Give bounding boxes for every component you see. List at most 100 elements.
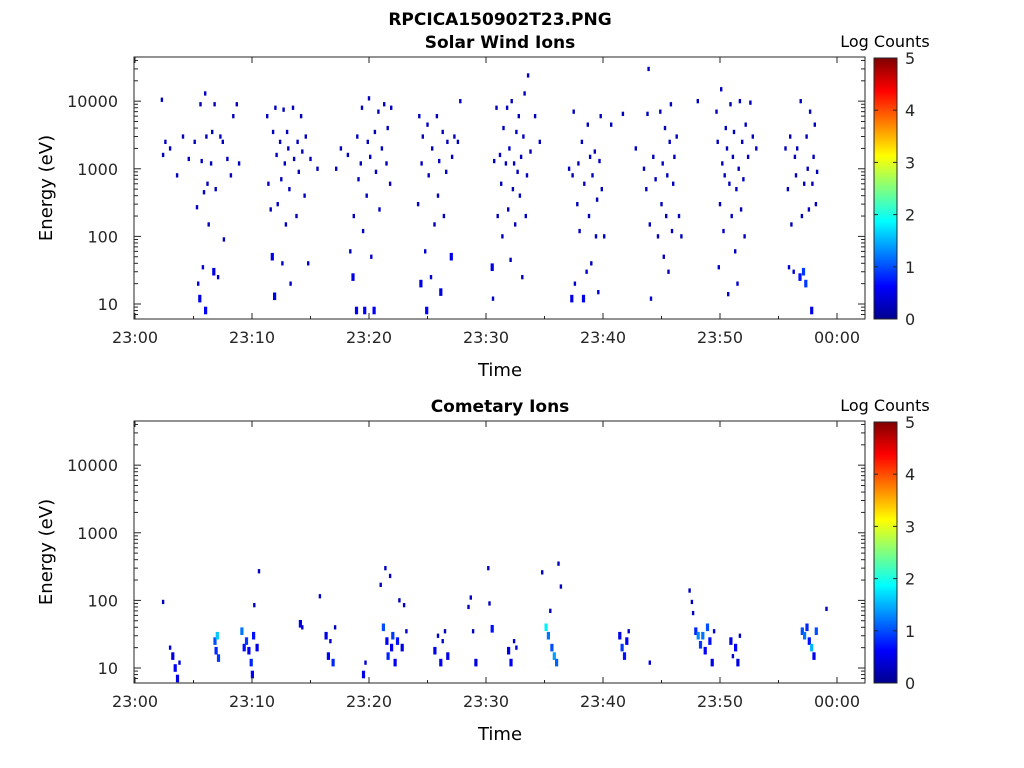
heatmap-cell: [235, 102, 238, 107]
heatmap-cell: [736, 658, 740, 667]
heatmap-cell: [206, 181, 209, 186]
heatmap-cell: [546, 631, 550, 640]
heatmap-cell: [571, 173, 574, 178]
heatmap-cell: [441, 129, 444, 135]
heatmap-cell: [278, 139, 282, 144]
heatmap-cell: [634, 146, 637, 151]
heatmap-cell: [373, 129, 377, 135]
heatmap-cell: [741, 139, 744, 144]
heatmap-cell: [395, 637, 400, 645]
heatmap-cell: [288, 187, 291, 192]
heatmap-cell: [680, 234, 683, 239]
heatmap-cell: [207, 222, 210, 227]
heatmap-cell: [493, 158, 496, 164]
heatmap-cell: [471, 629, 475, 634]
heatmap-cell: [443, 629, 447, 634]
heatmap-cell: [572, 109, 575, 114]
heatmap-cell: [710, 658, 714, 667]
heatmap-cell: [209, 161, 213, 166]
heatmap-cell: [160, 97, 164, 102]
heatmap-cell: [515, 645, 518, 650]
heatmap-cell: [242, 643, 246, 652]
heatmap-cell: [219, 134, 222, 139]
heatmap-cell: [518, 193, 522, 198]
heatmap-cell: [557, 561, 560, 566]
heatmap-cell: [645, 187, 648, 192]
x-axis-solar-wind: 23:00 23:10 23:20 23:30 23:40 23:50 00:00: [112, 57, 860, 347]
heatmap-cell: [386, 652, 390, 660]
heatmap-cell: [814, 627, 818, 635]
heatmap-cell: [787, 265, 791, 270]
heatmap-cell: [346, 152, 350, 158]
heatmap-cell: [211, 129, 214, 135]
heatmap-cell: [420, 161, 423, 166]
heatmap-cell: [490, 263, 494, 271]
heatmap-cell: [705, 623, 710, 632]
heatmap-cell: [594, 234, 598, 239]
heatmap-cell: [598, 158, 601, 164]
heatmap-cell: [672, 181, 675, 186]
colorbar-gradient-cometary: [873, 421, 898, 684]
heatmap-cell: [603, 234, 606, 239]
heatmap-cell: [507, 207, 510, 212]
heatmap-cell: [648, 222, 651, 227]
panel-title-cometary: Cometary Ions: [431, 397, 570, 417]
colorbar-label-cometary: Log Counts: [840, 396, 930, 415]
heatmap-cell: [438, 158, 441, 164]
heatmap-cell: [801, 267, 806, 276]
heatmap-cell: [267, 181, 270, 186]
colorbar-cometary: Log Counts 0 1 2 3 4 5: [840, 396, 930, 693]
heatmap-cell: [805, 623, 809, 632]
x-axis-label-cometary: Time: [477, 724, 522, 745]
heatmap-cell: [285, 129, 289, 135]
colorbar-tick-label: 5: [905, 413, 915, 432]
colorbar-tick-label: 5: [905, 49, 915, 68]
heatmap-cell: [698, 641, 703, 649]
heatmap-cell: [670, 228, 674, 234]
heatmap-cell: [495, 105, 498, 110]
heatmap-cell: [326, 652, 330, 660]
heatmap-cell: [573, 281, 577, 286]
heatmap-cell: [751, 134, 754, 139]
colorbar-ticks-cometary: 0 1 2 3 4 5: [874, 413, 915, 693]
heatmap-cell: [383, 102, 386, 107]
heatmap-cell: [469, 595, 472, 600]
heatmap-cell: [677, 213, 681, 219]
x-tick-label: 00:00: [814, 328, 860, 347]
x-axis-cometary: 23:00 23:10 23:20 23:30 23:40 23:50 00:00: [112, 421, 860, 711]
heatmap-cell: [647, 66, 650, 72]
heatmap-cell: [445, 169, 448, 174]
colorbar-ticks-solar-wind: 0 1 2 3 4 5: [874, 49, 915, 329]
heatmap-cell: [807, 637, 811, 645]
heatmap-cell: [487, 566, 490, 571]
heatmap-cell: [269, 207, 272, 212]
heatmap-cell: [416, 202, 420, 207]
heatmap-cell: [372, 306, 376, 315]
heatmap-cell: [794, 173, 798, 178]
heatmap-cell: [731, 654, 735, 659]
heatmap-cell: [734, 249, 737, 254]
heatmap-cell: [253, 603, 256, 608]
heatmap-cell: [175, 674, 180, 683]
heatmap-cell: [694, 627, 698, 635]
heatmap-cell: [181, 134, 185, 139]
heatmap-cell: [656, 234, 660, 239]
heatmap-cell: [786, 187, 790, 192]
heatmap-cell: [660, 202, 663, 207]
heatmap-cells-solar-wind: [160, 66, 819, 315]
heatmap-cell: [282, 107, 285, 112]
heatmap-cell: [652, 154, 655, 159]
heatmap-cell: [811, 181, 814, 186]
heatmap-cell: [541, 570, 544, 575]
heatmap-cell: [363, 306, 367, 315]
heatmap-cell: [364, 660, 367, 665]
heatmap-cell: [213, 637, 217, 645]
heatmap-cell: [701, 631, 705, 640]
heatmap-cell: [730, 213, 733, 219]
heatmap-cell: [204, 306, 208, 315]
heatmap-cell: [289, 281, 292, 286]
heatmap-cell: [303, 193, 306, 198]
heatmap-cell: [799, 99, 802, 104]
heatmap-cell: [247, 646, 251, 655]
heatmap-cell: [435, 114, 439, 119]
